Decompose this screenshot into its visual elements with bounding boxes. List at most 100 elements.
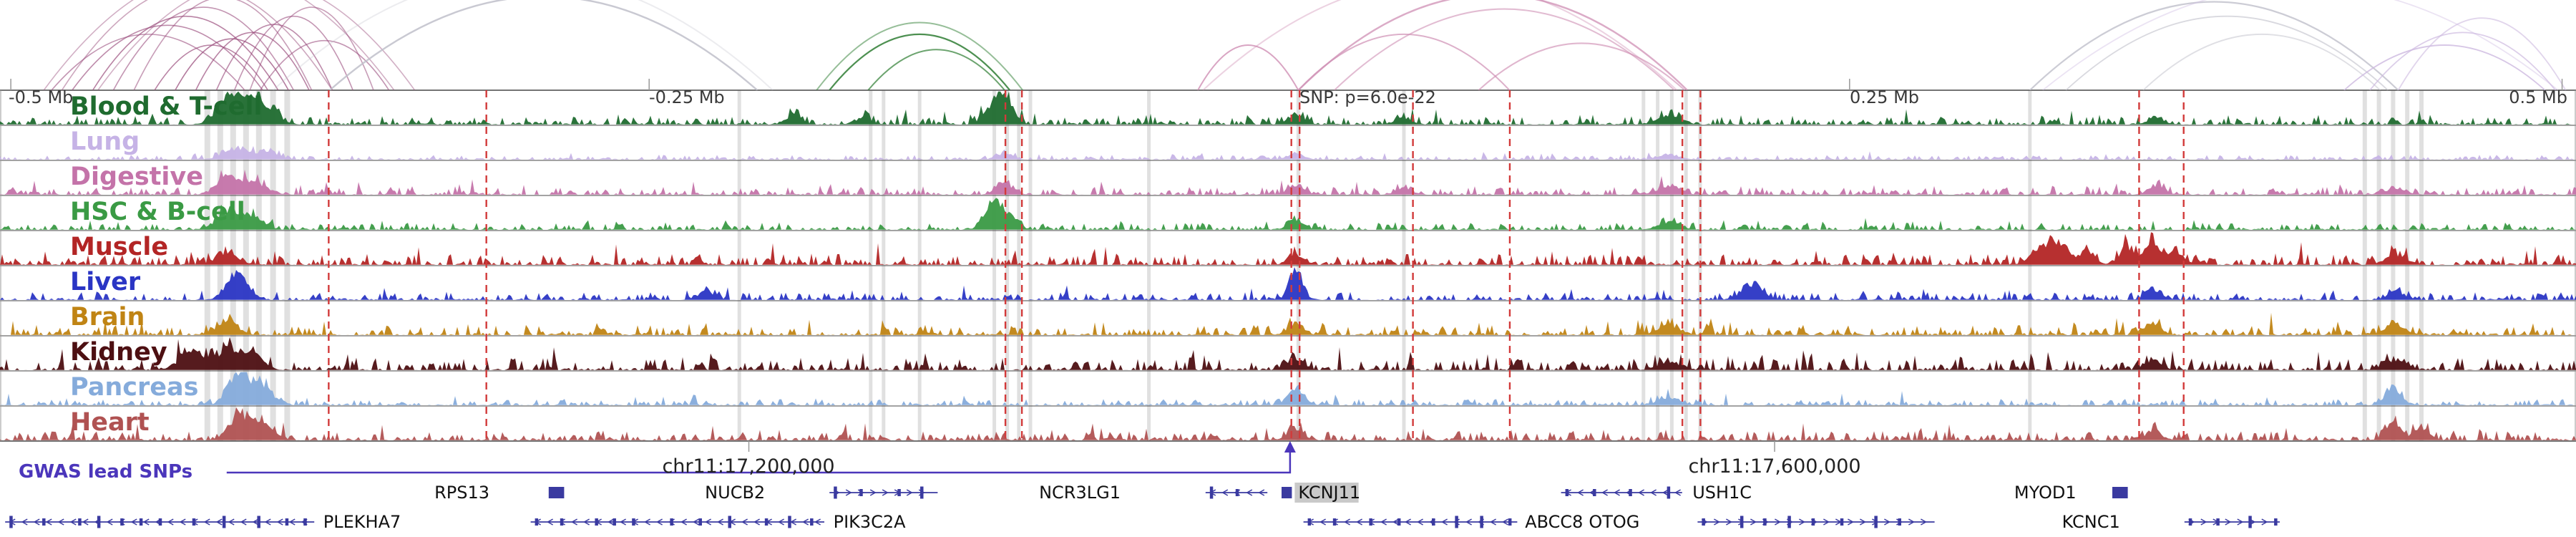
coordinate-label-17200000: chr11:17,200,000 <box>662 455 835 478</box>
strand-arrow-icon <box>741 518 748 526</box>
exon-block <box>158 518 162 526</box>
exon-block <box>192 518 196 526</box>
track-row-liver <box>0 267 2576 300</box>
coordinate-label-17600000: chr11:17,600,000 <box>1688 455 1861 478</box>
interaction-arc <box>816 21 1023 90</box>
axis-label-left: -0.5 Mb <box>9 87 74 107</box>
track-row-heart <box>0 407 2576 440</box>
strand-arrow-icon <box>814 518 821 526</box>
exon-block <box>920 486 924 499</box>
track-label-brain: Brain <box>70 303 145 332</box>
strand-arrow-icon <box>252 518 259 526</box>
strand-arrow-icon <box>167 518 174 526</box>
strand-arrow-icon <box>1860 518 1866 526</box>
interaction-arc <box>867 49 1005 90</box>
strand-arrow-icon <box>1848 518 1854 526</box>
strand-arrow-icon <box>1392 518 1399 526</box>
strand-arrow-icon <box>1750 518 1757 526</box>
interaction-arc <box>195 32 310 90</box>
gene-kcnc1: KCNC1 <box>2062 512 2280 532</box>
interaction-arc <box>329 0 758 90</box>
strand-arrow-icon <box>1319 518 1326 526</box>
gene-label: KCNC1 <box>2062 512 2120 532</box>
exon-block <box>1702 518 1705 526</box>
strand-arrow-icon <box>705 518 711 526</box>
exon-block <box>613 518 616 526</box>
gene-body <box>548 487 565 498</box>
gene-label: NUCB2 <box>705 483 765 503</box>
exon-block <box>285 518 289 526</box>
strand-arrow-icon <box>1405 518 1411 526</box>
exon-block <box>535 518 539 526</box>
track-row-kidney <box>0 337 2576 370</box>
exon-block <box>97 516 101 528</box>
strand-arrow-icon <box>82 518 89 526</box>
track-label-hsc-b-cell: HSC & B-cell <box>70 198 245 226</box>
strand-arrow-icon <box>1775 518 1781 526</box>
strand-arrow-icon <box>869 489 877 496</box>
exon-block <box>139 518 143 526</box>
gene-plekha7: PLEKHA7 <box>5 512 401 532</box>
strand-arrow-icon <box>1714 518 1720 526</box>
interaction-arc <box>92 16 279 90</box>
gwas-arrowhead-icon <box>1284 441 1296 453</box>
gene-label: OTOG <box>1589 512 1639 532</box>
interaction-arc <box>1197 44 1299 90</box>
signal-digestive <box>0 169 2576 195</box>
strand-arrow-icon <box>608 518 614 526</box>
track-label-blood-t-cell: Blood & T-cell <box>70 92 263 121</box>
strand-arrow-icon <box>1356 518 1362 526</box>
exon-block <box>1432 518 1435 526</box>
exon-block <box>632 518 635 526</box>
exon-block <box>1369 518 1372 526</box>
track-label-digestive: Digestive <box>70 163 203 191</box>
strand-arrow-icon <box>1638 489 1644 496</box>
gene-ncr3lg1: NCR3LG1 <box>1039 483 1268 503</box>
interaction-arc <box>112 6 295 90</box>
track-label-muscle: Muscle <box>70 233 169 261</box>
strand-arrow-icon <box>1258 489 1265 496</box>
exon-block <box>1874 516 1878 528</box>
track-row-muscle <box>0 232 2576 265</box>
strand-arrow-icon <box>1908 518 1915 526</box>
axis-label-right: 0.5 Mb <box>2509 87 2567 107</box>
strand-arrow-icon <box>2261 518 2268 526</box>
strand-arrow-icon <box>1674 489 1681 496</box>
signal-liver <box>0 267 2576 300</box>
strand-arrow-icon <box>45 518 52 526</box>
signal-pancreas <box>0 372 2576 405</box>
gene-myod1: MYOD1 <box>2014 483 2128 503</box>
gene-label: ABCC8 <box>1525 512 1583 532</box>
strand-arrow-icon <box>1601 489 1608 496</box>
exon-block <box>1811 518 1815 526</box>
strand-arrow-icon <box>1823 518 1830 526</box>
snp-pvalue-label: SNP: p=6.0e-22 <box>1299 87 1436 107</box>
strand-arrow-icon <box>179 518 186 526</box>
interaction-arc <box>1334 8 1675 90</box>
exon-block <box>1840 518 1844 526</box>
strand-arrow-icon <box>693 518 699 526</box>
interaction-arc <box>2142 34 2381 90</box>
gene-abcc8: ABCC8 <box>1303 512 1583 532</box>
strand-arrow-icon <box>1380 518 1387 526</box>
track-grid <box>0 90 2576 442</box>
track-label-kidney: Kidney <box>70 338 167 367</box>
gene-pik3c2a: PIK3C2A <box>530 512 907 532</box>
interaction-arc <box>43 0 395 90</box>
gene-otog: OTOG <box>1589 512 1935 532</box>
interaction-arc <box>1297 33 1511 90</box>
exon-block <box>1397 518 1401 526</box>
strand-arrow-icon <box>1441 518 1448 526</box>
strand-arrow-icon <box>802 518 809 526</box>
strand-arrow-icon <box>547 518 553 526</box>
exon-block <box>1898 518 1901 526</box>
gene-label: NCR3LG1 <box>1039 483 1121 503</box>
strand-arrow-icon <box>264 518 271 526</box>
exon-block <box>859 489 863 496</box>
exon-block <box>1593 489 1596 496</box>
interaction-arc <box>249 6 374 90</box>
track-row-blood-t-cell <box>0 91 2576 125</box>
gene-label: PIK3C2A <box>834 512 907 532</box>
strand-arrow-icon <box>57 518 64 526</box>
axis-label-quarter-right: 0.25 Mb <box>1850 87 1920 107</box>
